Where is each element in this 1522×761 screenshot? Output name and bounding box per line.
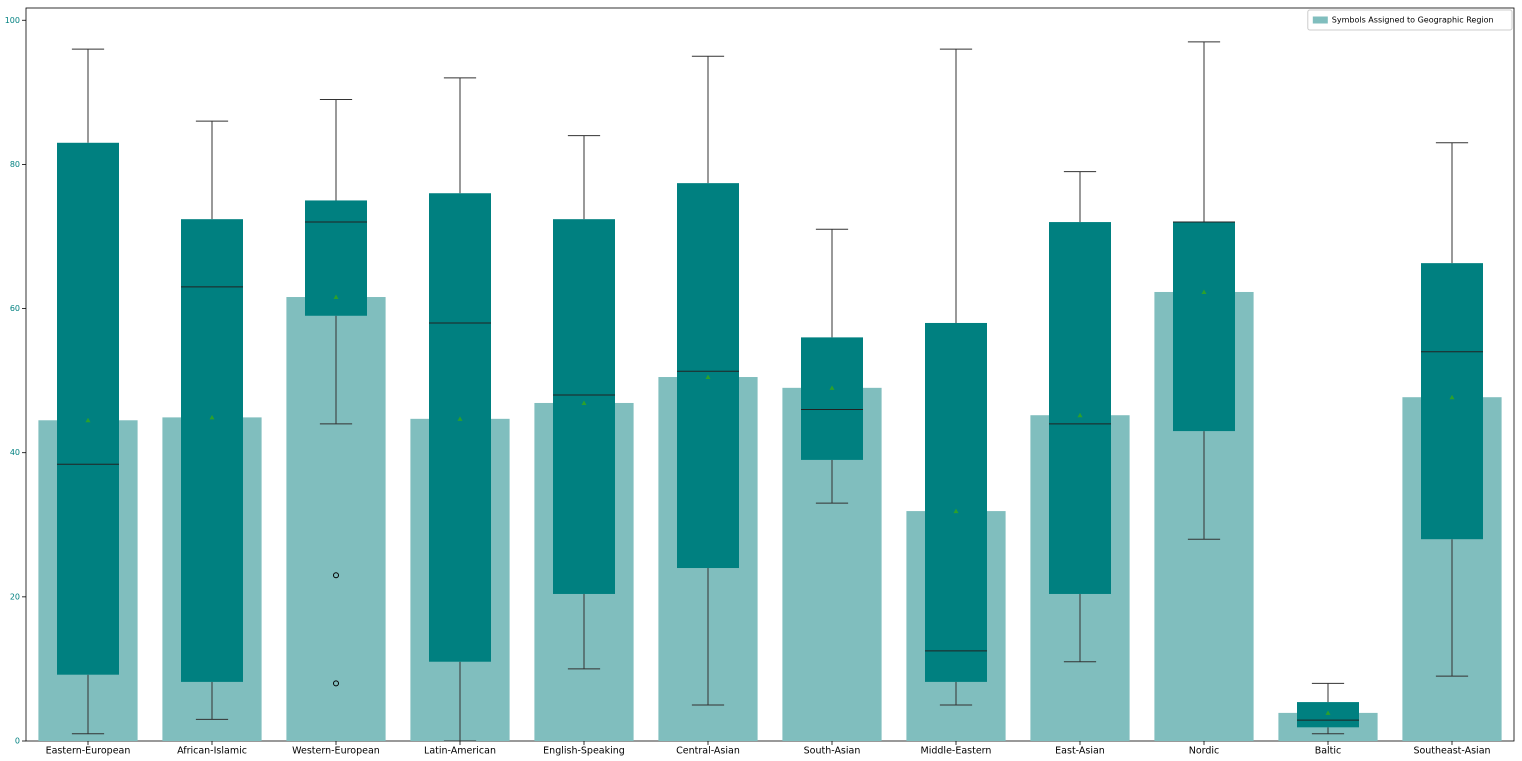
- flier: [333, 572, 339, 579]
- legend-swatch: [1312, 16, 1328, 24]
- mean-marker: [85, 417, 91, 423]
- x-tick-label: Middle-Eastern: [921, 746, 992, 757]
- mean-marker: [1201, 289, 1207, 294]
- y-tick-label: 20: [10, 592, 20, 601]
- mean-marker: [581, 400, 587, 405]
- mean-marker: [1325, 710, 1331, 715]
- mean-marker: [1077, 412, 1083, 418]
- x-tick-label: Eastern-European: [46, 746, 131, 757]
- box: [925, 322, 987, 682]
- mean-marker: [1449, 394, 1455, 400]
- x-tick-label: Southeast-Asian: [1413, 746, 1490, 757]
- x-tick-label: Nordic: [1189, 746, 1220, 757]
- box: [1421, 263, 1483, 540]
- mean-marker: [209, 414, 215, 420]
- x-tick-label: Central-Asian: [676, 746, 740, 757]
- box: [1173, 222, 1235, 432]
- x-tick-label: Baltic: [1315, 746, 1342, 757]
- y-tick-label: 100: [5, 16, 20, 25]
- box: [429, 193, 491, 662]
- x-tick-label: Western-European: [292, 746, 380, 757]
- legend-frame: [1307, 9, 1513, 31]
- box: [57, 142, 119, 675]
- y-tick-label: 60: [10, 304, 20, 313]
- box: [181, 219, 243, 682]
- box: [553, 219, 615, 594]
- plot-frame: [25, 7, 1515, 742]
- mean-marker: [457, 416, 463, 421]
- legend: Symbols Assigned to Geographic Region: [1307, 9, 1513, 31]
- mean-marker: [829, 385, 835, 390]
- box: [1049, 222, 1111, 594]
- mean-marker: [953, 508, 959, 514]
- flier: [333, 680, 339, 687]
- y-tick-label: 40: [10, 448, 20, 457]
- x-tick-label: East-Asian: [1055, 746, 1105, 757]
- x-tick-label: African-Islamic: [177, 746, 247, 757]
- y-tick-label: 80: [10, 160, 20, 169]
- mean-marker: [333, 294, 339, 300]
- mean-marker: [705, 374, 711, 380]
- legend-label: Symbols Assigned to Geographic Region: [1332, 16, 1494, 25]
- x-tick-label: South-Asian: [804, 746, 861, 757]
- y-tick-label: 0: [15, 737, 20, 746]
- x-tick-label: English-Speaking: [543, 746, 625, 757]
- box: [801, 337, 863, 460]
- x-tick-label: Latin-American: [424, 746, 496, 757]
